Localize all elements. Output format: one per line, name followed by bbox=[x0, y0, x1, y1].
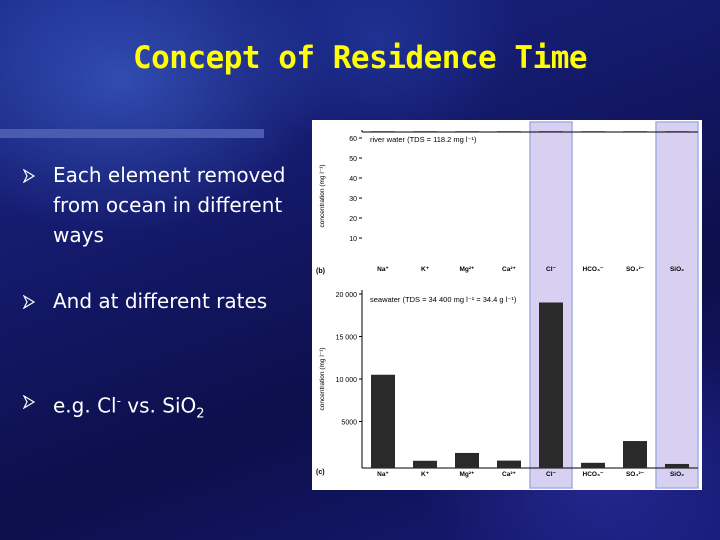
title-divider bbox=[0, 129, 264, 138]
y-tick-label: 5000 bbox=[341, 420, 357, 427]
category-label: K⁺ bbox=[421, 266, 430, 273]
ion-concentration-charts: 10 20 30 40 50 60 concentration (mg l⁻¹) river … bbox=[316, 121, 699, 489]
bar-5 bbox=[581, 131, 605, 132]
chart-title: river water (TDS = 118.2 mg l⁻¹) bbox=[370, 135, 477, 144]
category-label: SiO₂ bbox=[670, 266, 684, 273]
bar-0 bbox=[371, 131, 395, 132]
bar-4 bbox=[539, 302, 563, 468]
bar-6 bbox=[623, 131, 647, 132]
bar-6 bbox=[623, 441, 647, 468]
category-label: SiO₂ bbox=[670, 471, 684, 478]
bar-0 bbox=[371, 374, 395, 468]
bar-3 bbox=[497, 460, 521, 468]
category-label: Mg²⁺ bbox=[460, 471, 476, 478]
y-tick-label: 10 bbox=[349, 236, 357, 243]
slide-title: Concept of Residence Time bbox=[132, 40, 588, 76]
y-tick-label: 15 000 bbox=[336, 335, 358, 342]
category-label: Cl⁻ bbox=[546, 266, 557, 273]
bar-1 bbox=[413, 131, 437, 132]
bar-2 bbox=[455, 131, 479, 132]
y-tick-label: 20 bbox=[349, 216, 357, 223]
y-axis-label: concentration (mg l⁻¹) bbox=[319, 164, 326, 227]
bullet-text: And at different rates bbox=[53, 289, 268, 313]
category-label: SO₄²⁻ bbox=[626, 266, 645, 273]
panel-label: (b) bbox=[316, 268, 325, 275]
y-tick-label: 20 000 bbox=[336, 292, 358, 299]
y-tick-label: 60 bbox=[349, 136, 357, 143]
bullet-text: Each element removed from ocean in diffe… bbox=[53, 163, 286, 247]
category-label: Ca²⁺ bbox=[502, 471, 516, 478]
arrow-bullet-icon bbox=[22, 295, 36, 309]
category-label: Na⁺ bbox=[377, 471, 389, 478]
arrow-bullet-icon bbox=[22, 395, 36, 409]
category-label: Ca²⁺ bbox=[502, 266, 516, 273]
y-tick-label: 30 bbox=[349, 196, 357, 203]
y-axis-label: concentration (mg l⁻¹) bbox=[319, 347, 326, 410]
category-label: Na⁺ bbox=[377, 266, 389, 273]
y-tick-label: 40 bbox=[349, 176, 357, 183]
category-label: Cl⁻ bbox=[546, 471, 557, 478]
arrow-bullet-icon bbox=[22, 169, 36, 183]
category-label: HCO₃⁻ bbox=[583, 266, 604, 273]
bar-1 bbox=[413, 460, 437, 468]
chart-title: seawater (TDS = 34 400 mg l⁻¹ = 34.4 g l… bbox=[370, 295, 517, 304]
bar-7 bbox=[665, 131, 689, 132]
bar-3 bbox=[497, 131, 521, 132]
bullet-text: e.g. Cl- vs. SiO2 bbox=[53, 393, 205, 422]
category-label: Mg²⁺ bbox=[460, 266, 476, 273]
highlight-column bbox=[655, 121, 699, 489]
bar-7 bbox=[665, 463, 689, 468]
category-label: HCO₃⁻ bbox=[583, 471, 604, 478]
bar-4 bbox=[539, 131, 563, 132]
category-label: K⁺ bbox=[421, 471, 430, 478]
panel-label: (c) bbox=[316, 469, 325, 476]
category-label: SO₄²⁻ bbox=[626, 471, 645, 478]
bar-2 bbox=[455, 452, 479, 468]
y-tick-label: 10 000 bbox=[336, 377, 358, 384]
chart-figure: 10 20 30 40 50 60 concentration (mg l⁻¹) river … bbox=[312, 120, 702, 490]
y-tick-label: 50 bbox=[349, 156, 357, 163]
bar-5 bbox=[581, 462, 605, 468]
